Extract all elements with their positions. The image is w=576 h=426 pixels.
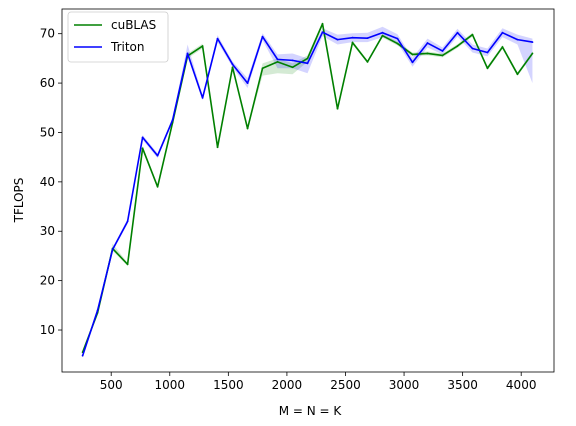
data-point-cublas [396,42,399,45]
data-point-triton [171,119,174,122]
y-tick-label: 40 [40,175,55,189]
data-point-cublas [336,107,339,110]
plot-frame [61,8,555,373]
data-point-triton [156,154,159,157]
series-lines [81,22,534,357]
data-point-triton [366,37,369,40]
data-point-cublas [261,67,264,70]
y-tick-label: 70 [40,27,55,41]
x-axis-label: M = N = K [279,404,343,418]
data-point-triton [441,50,444,52]
data-point-cublas [366,60,369,63]
data-point-triton [336,38,339,41]
data-point-triton [186,52,189,55]
data-point-cublas [126,263,129,266]
data-point-triton [261,35,264,38]
data-point-triton [531,41,534,43]
data-point-cublas [471,33,474,36]
data-point-cublas [306,57,309,60]
y-tick-label: 30 [40,224,55,238]
x-tick-label: 2000 [272,378,303,392]
legend-label-cublas: cuBLAS [111,18,156,32]
data-point-triton [231,63,234,66]
data-point-triton [381,31,384,34]
data-point-triton [201,96,204,99]
x-tick-label: 2500 [330,378,361,392]
series-line-triton [81,31,533,356]
data-point-triton [486,51,489,54]
legend-label-triton: Triton [110,40,145,54]
data-point-triton [351,36,354,39]
x-axis-ticks: 500 1000 1500 2000 2500 3000 3500 4000 [100,372,537,392]
y-axis-ticks: 10 20 30 40 50 60 70 [40,27,62,337]
data-point-cublas [486,67,489,70]
data-point-triton [126,220,129,223]
data-point-triton [96,309,99,312]
data-point-triton [396,37,399,40]
data-point-cublas [351,41,354,44]
x-tick-label: 3500 [447,378,478,392]
x-tick-label: 3000 [389,378,420,392]
data-point-cublas [516,73,519,76]
data-point-cublas [231,66,234,69]
legend: cuBLAS Triton [67,11,169,63]
data-point-cublas [531,52,534,55]
band-triton [82,26,533,358]
y-axis-label: TFLOPS [12,178,26,224]
data-point-triton [291,59,294,62]
data-point-cublas [276,60,279,63]
data-point-cublas [156,185,159,188]
x-tick-label: 500 [100,378,123,392]
data-point-cublas [246,127,249,130]
data-point-cublas [456,45,459,47]
data-point-triton [276,58,279,61]
data-point-triton [516,38,519,41]
data-point-cublas [441,54,444,57]
data-point-cublas [321,22,324,25]
data-point-triton [426,42,429,44]
x-tick-label: 1000 [154,378,185,392]
data-point-triton [411,61,414,64]
data-point-triton [111,248,114,251]
data-point-cublas [141,147,144,150]
data-point-triton [306,62,309,65]
data-point-cublas [216,146,219,149]
x-tick-label: 1500 [213,378,244,392]
data-point-cublas [411,53,414,56]
data-point-cublas [291,66,294,69]
data-point-triton [81,354,84,357]
data-point-triton [141,136,144,139]
y-tick-label: 60 [40,76,55,90]
data-point-triton [456,31,459,34]
data-point-cublas [426,52,429,55]
data-point-cublas [201,45,204,47]
y-tick-label: 10 [40,323,55,337]
x-tick-label: 4000 [506,378,537,392]
data-point-cublas [381,34,384,37]
data-point-triton [246,82,249,84]
confidence-bands [82,21,533,358]
data-point-triton [501,31,504,34]
data-point-triton [471,47,474,50]
data-point-triton [321,31,324,34]
data-point-cublas [501,46,504,48]
y-tick-label: 20 [40,274,55,288]
data-point-triton [216,37,219,40]
y-tick-label: 50 [40,125,55,139]
